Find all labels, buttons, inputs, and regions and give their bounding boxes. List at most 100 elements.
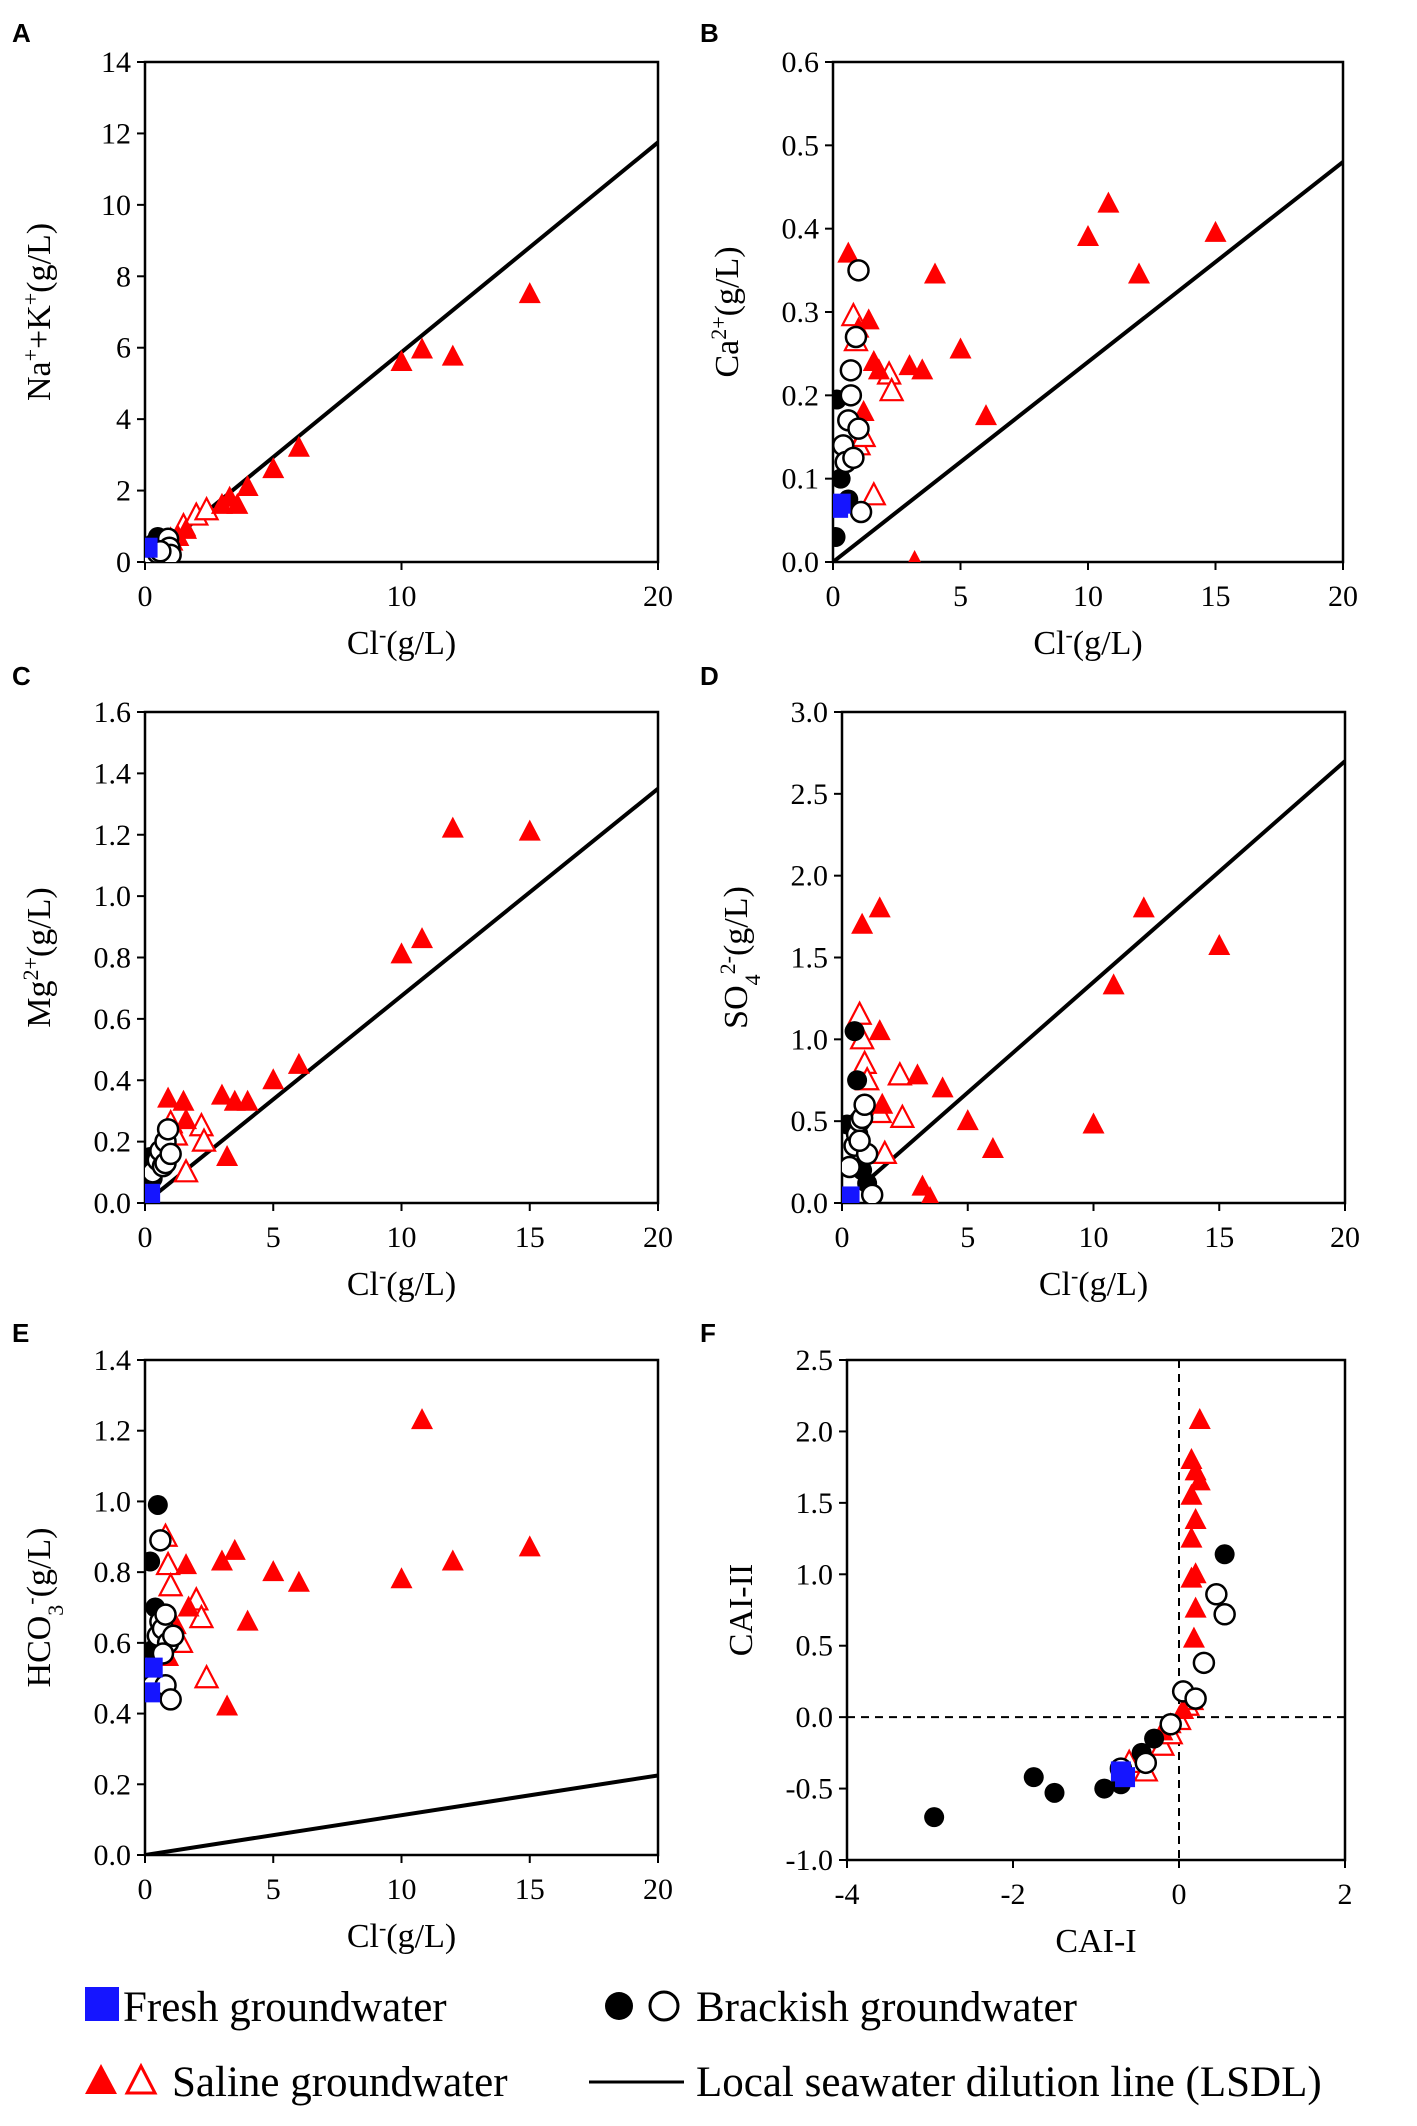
x-tick-label: 5 [266, 1873, 281, 1906]
point-brackish-open [842, 446, 865, 470]
point-saline-filled [390, 942, 413, 964]
y-tick-label: 0.0 [94, 1839, 132, 1872]
plot-frame [143, 60, 660, 564]
plot-content [833, 160, 1343, 562]
legend: Fresh groundwater Brackish groundwater S… [85, 1984, 1322, 2106]
point-saline-filled [1172, 1698, 1195, 1719]
y-tick-label: 0.6 [782, 46, 820, 79]
point-brackish-open [161, 1624, 185, 1648]
point-saline-filled [518, 1535, 541, 1557]
y-tick-label: 12 [101, 117, 131, 150]
point-saline-filled [236, 475, 259, 496]
y-tick-label: 1.2 [94, 1415, 132, 1448]
legend-fresh-marker [85, 1987, 119, 2021]
y-tick-label: 2.5 [796, 1344, 834, 1377]
point-fresh [833, 493, 851, 514]
point-saline-filled [868, 1019, 891, 1041]
panel-A: A 0 2 4 6 8 10 12 14 0 10 20 Cl-(g/L) Na++K+(g/L) [12, 18, 673, 662]
point-saline-filled [1082, 1112, 1105, 1134]
y-tick-label: 2.0 [791, 860, 829, 893]
point-saline-filled [1077, 225, 1099, 246]
point-fresh [145, 1682, 161, 1703]
y-tick-label: 1.4 [94, 757, 132, 790]
point-brackish-open [842, 1155, 861, 1179]
x-axis-title: CAI-I [1055, 1923, 1136, 1960]
y-tick-label: 0.5 [791, 1105, 829, 1138]
y-tick-label: 6 [116, 332, 131, 365]
point-saline-filled [921, 1186, 939, 1203]
point-saline-filled [867, 358, 890, 380]
y-tick-label: 0.0 [791, 1187, 829, 1220]
legend-line-label: Local seawater dilution line (LSDL) [696, 2059, 1322, 2106]
point-saline-filled [411, 1408, 434, 1430]
x-tick-label: 10 [1073, 580, 1103, 613]
point-saline-filled [172, 1089, 195, 1111]
point-saline-filled [175, 1553, 198, 1575]
y-tick-label: 0.2 [94, 1126, 132, 1159]
plot-content [145, 140, 658, 562]
y-tick-label: 0.4 [94, 1698, 132, 1731]
x-tick-label: 10 [387, 580, 417, 613]
point-brackish-filled [147, 1494, 168, 1515]
y-tick-label: 1.0 [94, 880, 132, 913]
panel-B: B 0.0 0.1 0.2 0.3 0.4 0.5 0.6 0 5 10 15 20 Cl-(g/L) Ca… [700, 18, 1358, 662]
point-saline-filled [1184, 1508, 1207, 1529]
point-saline-filled [226, 492, 249, 514]
point-saline-filled [175, 1108, 198, 1130]
point-brackish-open [154, 1603, 177, 1626]
y-tick-label: 0.5 [796, 1630, 834, 1663]
point-saline-filled [1208, 934, 1231, 956]
point-brackish-open [853, 1093, 876, 1117]
x-tick-label: 20 [643, 1221, 673, 1254]
panel-letter-C: C [12, 661, 31, 691]
point-brackish-filled [833, 527, 846, 547]
point-saline-filled [262, 1068, 285, 1090]
point-fresh [842, 1186, 860, 1203]
point-saline-filled [1180, 1566, 1203, 1588]
y-tick-label: 0.4 [94, 1064, 132, 1097]
lsdl-line [145, 787, 658, 1203]
point-saline-filled [956, 1109, 979, 1131]
y-tick-label: 0.6 [94, 1003, 132, 1036]
x-tick-label: 0 [1172, 1878, 1187, 1911]
y-tick-label: 0.0 [782, 546, 820, 579]
point-saline-filled [287, 1052, 310, 1074]
point-saline-filled [851, 912, 874, 934]
y-tick-label: 0.4 [782, 213, 820, 246]
x-axis-title: Cl-(g/L) [347, 1915, 456, 1956]
point-saline-filled [1102, 973, 1125, 995]
point-saline-filled [177, 1595, 200, 1617]
point-saline-filled [1180, 1483, 1203, 1505]
point-brackish-open [159, 1688, 182, 1711]
point-brackish-filled [1094, 1778, 1115, 1799]
legend-brackish-open-marker [648, 1990, 680, 2022]
point-brackish-open [849, 500, 873, 524]
y-tick-label: 0.2 [782, 379, 820, 412]
x-tick-label: 0 [138, 1221, 153, 1254]
point-brackish-open [1213, 1603, 1236, 1626]
point-saline-open [191, 1127, 217, 1152]
y-tick-label: 4 [116, 403, 131, 436]
panel-letter-E: E [12, 1318, 29, 1348]
point-saline-filled [518, 819, 541, 841]
x-tick-label: 0 [826, 580, 841, 613]
y-tick-label: 2.0 [796, 1415, 834, 1448]
lsdl-line [833, 160, 1343, 562]
point-fresh [1110, 1761, 1131, 1782]
point-brackish-filled [145, 1551, 161, 1572]
legend-saline-filled-marker [85, 2064, 117, 2094]
panel-D: D 0.0 0.5 1.0 1.5 2.0 2.5 3.0 0 5 10 15 20 Cl-(g/L) SO… [700, 661, 1360, 1303]
point-saline-filled [931, 1076, 954, 1098]
y-tick-label: 1.0 [796, 1558, 834, 1591]
plot-frame [845, 1358, 1347, 1862]
point-saline-filled [837, 241, 860, 263]
point-saline-open [173, 1157, 199, 1183]
point-saline-open [193, 495, 220, 521]
point-saline-filled [216, 1694, 239, 1716]
point-saline-filled [441, 1549, 464, 1571]
point-saline-open [188, 1603, 215, 1629]
x-tick-label: 20 [643, 580, 673, 613]
y-axis-title: CAI-II [723, 1564, 760, 1657]
point-saline-filled [857, 308, 880, 330]
